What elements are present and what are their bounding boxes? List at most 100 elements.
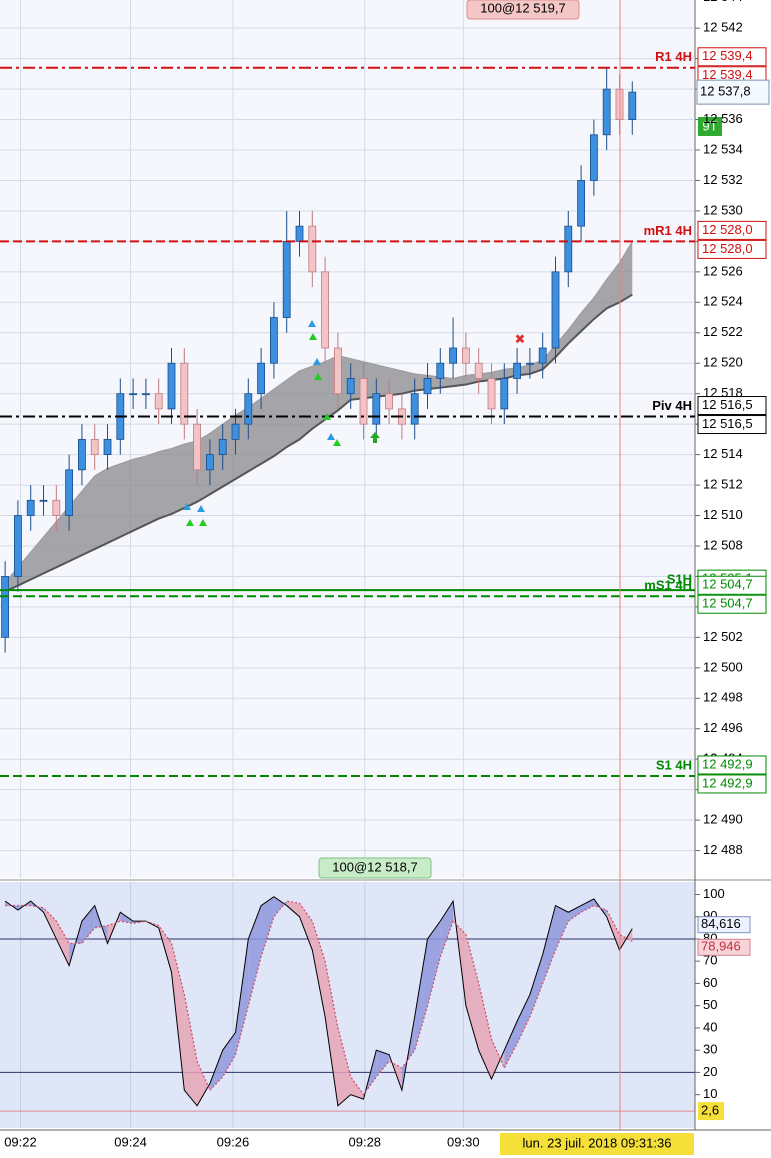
candle-body bbox=[449, 347, 457, 364]
level-tag-box bbox=[697, 575, 767, 595]
level-tag-box bbox=[697, 47, 767, 67]
last-value-box bbox=[697, 916, 751, 934]
candle-body bbox=[129, 393, 138, 396]
y-tick-label: 12 524 bbox=[703, 294, 743, 309]
last-value: 78,946 bbox=[701, 939, 741, 954]
candle-body bbox=[26, 499, 35, 516]
candle-body bbox=[52, 499, 61, 516]
fill-between bbox=[440, 901, 454, 957]
x-tick-label: 09:22 bbox=[4, 1134, 37, 1149]
band-area bbox=[5, 241, 633, 592]
band-lower bbox=[4, 293, 633, 593]
signal-arrow bbox=[370, 432, 380, 443]
candle-body bbox=[602, 88, 611, 136]
candle-body bbox=[308, 225, 317, 273]
date-box bbox=[500, 1133, 694, 1155]
level-tag: 12 528,0 bbox=[702, 241, 753, 256]
candle-body bbox=[577, 180, 585, 227]
annotation-box bbox=[466, 0, 580, 20]
fill-between bbox=[581, 898, 594, 913]
candle-body bbox=[513, 362, 521, 379]
candle-body bbox=[295, 225, 304, 242]
candle-body bbox=[39, 499, 48, 502]
fill-between bbox=[184, 994, 198, 1106]
candle-body bbox=[167, 362, 176, 410]
y-tick-label: 12 534 bbox=[703, 141, 743, 156]
fill-between bbox=[299, 903, 313, 951]
fill-between bbox=[81, 905, 95, 944]
fill-between bbox=[56, 921, 70, 966]
level-tag: 12 504,7 bbox=[702, 577, 753, 592]
annotation-bottom: 100@12 518,7 bbox=[318, 857, 432, 879]
y-tick-label: 100 bbox=[703, 886, 725, 901]
y-tick-label: 12 512 bbox=[703, 477, 743, 492]
y-tick-label: 40 bbox=[703, 1019, 717, 1034]
oscillator-line bbox=[4, 896, 633, 1107]
signal bbox=[313, 358, 321, 365]
fill-between bbox=[529, 954, 543, 1017]
fill-between bbox=[542, 905, 556, 984]
level-tag-box bbox=[697, 220, 767, 240]
fill-between bbox=[273, 896, 287, 917]
candle-body bbox=[14, 515, 22, 577]
tick-count: 9T bbox=[702, 118, 717, 133]
level-tag: 12 504,7 bbox=[702, 596, 753, 611]
fill-between bbox=[504, 1021, 518, 1068]
candle-body bbox=[589, 134, 598, 181]
candle-body bbox=[65, 469, 74, 516]
marker-label: 2,6 bbox=[701, 1103, 719, 1118]
signal bbox=[308, 320, 316, 327]
fill-between bbox=[337, 1027, 351, 1106]
candle-body bbox=[193, 423, 202, 471]
last-price: 12 537,8 bbox=[700, 84, 751, 99]
candle-body bbox=[218, 438, 227, 456]
y-tick-label: 12 490 bbox=[703, 812, 743, 827]
signals: ✖ bbox=[183, 320, 525, 526]
fill-between bbox=[568, 905, 582, 922]
candle-body bbox=[1, 576, 10, 638]
last-value: 84,616 bbox=[701, 916, 741, 931]
y-tick-label: 12 544 bbox=[703, 0, 743, 4]
signal bbox=[327, 433, 335, 440]
level-tag: 12 539,4 bbox=[702, 67, 753, 82]
fill-between bbox=[325, 961, 338, 1106]
candle-body bbox=[564, 225, 573, 273]
candle-body bbox=[270, 317, 278, 364]
level-name: mS1 4H bbox=[644, 578, 692, 593]
candle-body bbox=[385, 393, 393, 410]
level-tag-box bbox=[697, 594, 767, 614]
candle-body bbox=[154, 393, 163, 410]
level-tag: 12 492,9 bbox=[702, 756, 753, 771]
candle-body bbox=[180, 362, 189, 425]
signal-cross: ✖ bbox=[515, 331, 526, 346]
fill-between bbox=[606, 910, 620, 951]
level-name: S1H bbox=[667, 572, 692, 587]
annotation-top: 100@12 519,7 bbox=[466, 0, 580, 20]
last-value-box bbox=[697, 938, 751, 956]
candle-body bbox=[334, 347, 342, 395]
fill-between bbox=[197, 1061, 210, 1106]
signal bbox=[199, 519, 207, 526]
x-tick-label: 09:30 bbox=[447, 1134, 480, 1149]
candle-body bbox=[410, 393, 419, 425]
level-name: R1 4H bbox=[655, 49, 692, 64]
oscillator-line bbox=[5, 900, 633, 1096]
last-price-box bbox=[696, 79, 770, 105]
level-tag-box bbox=[697, 239, 767, 259]
y-tick-label: 12 514 bbox=[703, 446, 743, 461]
candle-body bbox=[78, 438, 86, 471]
fill-between bbox=[235, 938, 249, 1055]
fill-between bbox=[427, 921, 441, 1006]
fill-between bbox=[555, 905, 569, 951]
candle-body bbox=[257, 362, 266, 395]
fill-between bbox=[261, 896, 274, 957]
annotation-box bbox=[318, 857, 432, 879]
level-name: mR1 4H bbox=[644, 223, 692, 238]
level-tag: 12 539,4 bbox=[702, 48, 753, 63]
x-tick-label: 09:24 bbox=[114, 1134, 147, 1149]
annotation: 100@12 518,7 bbox=[332, 859, 418, 874]
fill-between bbox=[491, 1039, 505, 1080]
candle-body bbox=[359, 378, 368, 425]
fill-between bbox=[312, 921, 326, 1017]
